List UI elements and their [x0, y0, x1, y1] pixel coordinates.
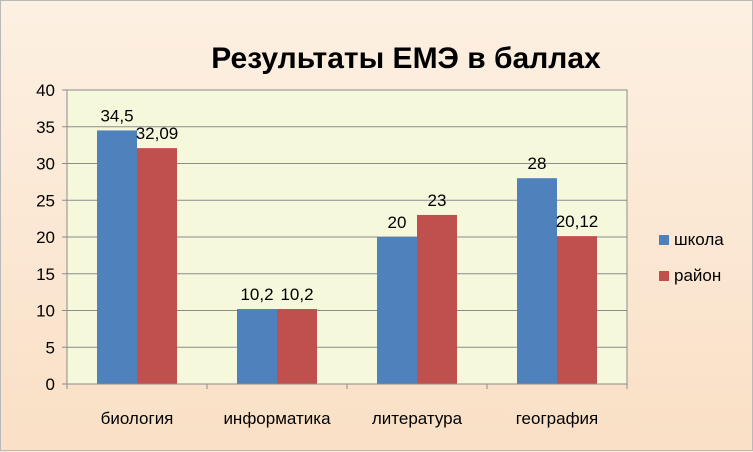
- axes: 0 5 10 15 20 25 30 35 40 биология информатика литер…: [36, 81, 628, 428]
- data-label: 20: [388, 213, 407, 232]
- category-label: литература: [372, 409, 463, 428]
- bar-район: [417, 214, 457, 384]
- bar-школа: [377, 237, 417, 384]
- legend-label: школа: [674, 230, 724, 249]
- y-tick-label: 30: [36, 155, 55, 174]
- data-label: 23: [428, 191, 447, 210]
- category-label: география: [516, 409, 599, 428]
- bar-район: [557, 236, 597, 384]
- data-label: 28: [528, 154, 547, 173]
- y-tick-label: 0: [46, 375, 55, 394]
- legend: школа район: [659, 230, 724, 285]
- data-label: 10,2: [240, 285, 273, 304]
- data-labels: 34,532,09 10,2 10,2 20 23 28 20,12: [100, 106, 598, 304]
- bar-район: [277, 309, 317, 384]
- data-label: 32,09: [136, 124, 179, 143]
- legend-swatch-школа: [659, 235, 669, 245]
- legend-label: район: [674, 266, 721, 285]
- y-tick-label: 10: [36, 302, 55, 321]
- data-label: 10,2: [280, 285, 313, 304]
- bar-школа: [237, 309, 277, 384]
- data-label: 34,5: [100, 106, 133, 125]
- y-tick-label: 35: [36, 118, 55, 137]
- y-tick-label: 5: [46, 338, 55, 357]
- data-label: 20,12: [556, 212, 599, 231]
- bar-школа: [517, 178, 557, 384]
- legend-swatch-район: [659, 271, 669, 281]
- bar-школа: [97, 130, 137, 384]
- bar-район: [137, 148, 177, 384]
- y-tick-label: 25: [36, 191, 55, 210]
- category-label: биология: [101, 409, 174, 428]
- chart-title: Результаты ЕМЭ в баллах: [211, 42, 601, 75]
- y-tick-label: 40: [36, 81, 55, 100]
- bars: [97, 130, 597, 384]
- y-tick-label: 20: [36, 228, 55, 247]
- category-label: информатика: [223, 409, 331, 428]
- y-tick-label: 15: [36, 265, 55, 284]
